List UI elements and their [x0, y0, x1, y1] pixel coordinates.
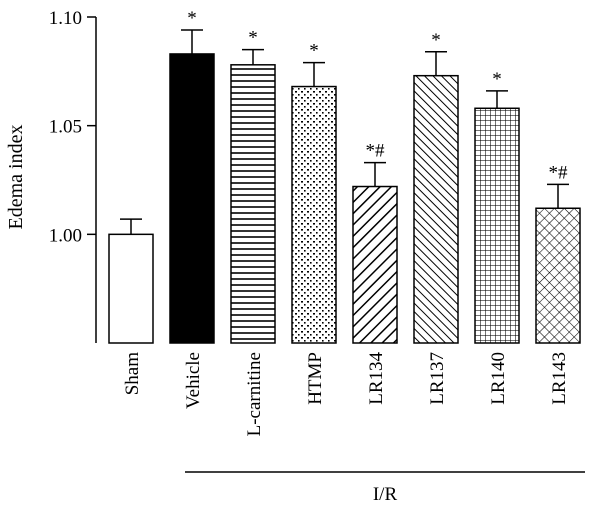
bar-vehicle	[169, 53, 215, 344]
y-tick-label: 1.00	[49, 225, 82, 246]
bar-lr140	[474, 107, 520, 344]
y-axis-title: Edema index	[5, 125, 27, 230]
significance-label: *	[492, 69, 502, 90]
group-bracket: I/R	[185, 471, 585, 505]
significance-label: *	[309, 41, 319, 62]
x-tick-label: LR140	[488, 352, 509, 405]
bar-lr134	[352, 185, 398, 344]
bar-htmp	[291, 85, 337, 344]
x-tick-label: Vehicle	[183, 352, 204, 409]
bars: * * * *# * * *#	[108, 8, 581, 344]
significance-label: *	[431, 30, 441, 51]
significance-label: *#	[366, 141, 386, 162]
x-tick-label: HTMP	[305, 352, 326, 405]
x-tick-label: LR134	[366, 352, 387, 405]
significance-label: *	[248, 28, 258, 49]
x-tick-label: Sham	[122, 352, 143, 396]
x-tick-label: LR137	[427, 352, 448, 405]
bar-lr137	[413, 74, 459, 344]
y-tick-label: 1.05	[49, 117, 82, 138]
y-tick-label: 1.10	[49, 8, 82, 29]
x-tick-label: L-carnitine	[244, 352, 265, 436]
group-label: I/R	[373, 484, 398, 505]
bar-sham	[108, 233, 154, 344]
x-tick-label: LR143	[549, 352, 570, 405]
bar-l-carnitine	[230, 64, 276, 344]
bar-lr143	[535, 207, 581, 344]
category-labels: Sham Vehicle L-carnitine HTMP LR134 LR137 LR14…	[122, 352, 570, 437]
y-ticks: 1.00 1.05 1.10	[49, 8, 96, 246]
significance-label: *#	[549, 162, 569, 183]
significance-label: *	[187, 8, 197, 29]
